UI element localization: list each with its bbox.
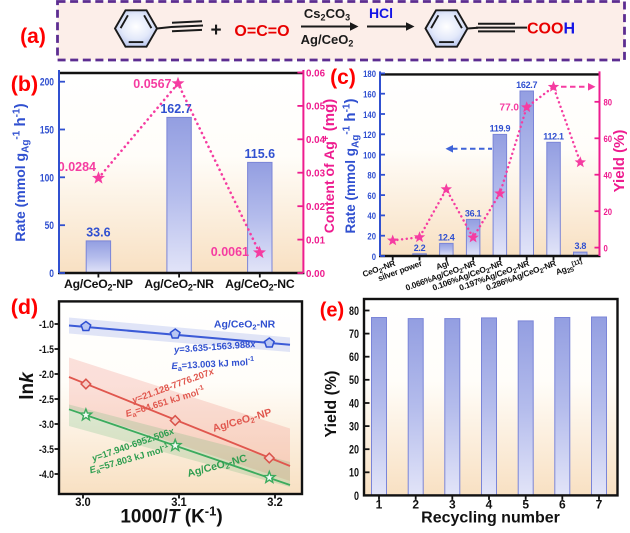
svg-text:3: 3: [449, 498, 456, 512]
svg-text:20: 20: [604, 207, 613, 218]
svg-text:0.01: 0.01: [306, 235, 325, 246]
svg-text:20: 20: [349, 445, 359, 457]
svg-text:0.00: 0.00: [306, 269, 325, 280]
svg-text:Ea=13.003 kJ mol-1: Ea=13.003 kJ mol-1: [171, 356, 255, 374]
svg-text:AgI: AgI: [435, 258, 450, 272]
svg-text:100: 100: [363, 150, 376, 161]
svg-text:140: 140: [363, 110, 376, 121]
svg-text:-3.0: -3.0: [39, 419, 54, 431]
svg-text:180: 180: [363, 69, 376, 80]
svg-text:-2.5: -2.5: [39, 394, 54, 406]
svg-text:80: 80: [349, 306, 359, 318]
svg-text:(a): (a): [20, 25, 46, 48]
svg-text:lnk: lnk: [17, 371, 38, 400]
svg-text:200: 200: [40, 77, 54, 89]
svg-text:6: 6: [559, 498, 566, 512]
svg-text:-1.0: -1.0: [39, 319, 54, 331]
svg-text:+: +: [210, 20, 221, 41]
svg-text:COOH: COOH: [527, 21, 575, 38]
svg-text:(c): (c): [330, 66, 356, 89]
svg-text:(e): (e): [320, 300, 344, 322]
svg-text:162.7: 162.7: [160, 102, 191, 116]
svg-text:(d): (d): [11, 295, 38, 319]
svg-text:0: 0: [354, 491, 359, 503]
svg-text:0.02: 0.02: [306, 202, 325, 213]
svg-text:0.06: 0.06: [306, 68, 325, 79]
svg-text:40: 40: [367, 211, 376, 222]
svg-text:0.03: 0.03: [306, 169, 325, 180]
svg-text:3.2: 3.2: [267, 495, 283, 509]
svg-text:3.8: 3.8: [574, 241, 586, 251]
svg-text:Cs2CO3: Cs2CO3: [304, 6, 350, 23]
svg-text:119.9: 119.9: [490, 123, 511, 133]
svg-text:Content of Ag+ (mg): Content of Ag+ (mg): [321, 99, 338, 234]
svg-text:Yield (%): Yield (%): [323, 371, 340, 438]
svg-text:60: 60: [349, 352, 359, 364]
svg-text:2: 2: [412, 498, 419, 512]
svg-text:12.4: 12.4: [438, 232, 455, 242]
svg-text:-4.0: -4.0: [39, 469, 54, 481]
svg-text:0.04: 0.04: [306, 135, 325, 146]
svg-text:Ag/CeO2: Ag/CeO2: [301, 32, 354, 49]
svg-text:3.1: 3.1: [171, 495, 187, 509]
svg-text:80: 80: [367, 171, 376, 182]
svg-text:2.2: 2.2: [414, 243, 426, 253]
svg-text:160: 160: [363, 90, 376, 101]
svg-text:0.05: 0.05: [306, 102, 325, 113]
svg-text:3.0: 3.0: [75, 495, 91, 509]
svg-text:10: 10: [349, 468, 359, 480]
svg-text:162.7: 162.7: [516, 80, 537, 90]
svg-text:50: 50: [45, 220, 54, 232]
svg-text:1: 1: [376, 498, 383, 512]
svg-text:Ag/CeO2-NP: Ag/CeO2-NP: [64, 277, 133, 293]
svg-text:(b): (b): [11, 72, 38, 96]
svg-text:77.0: 77.0: [500, 103, 520, 114]
svg-text:-2.0: -2.0: [39, 369, 54, 381]
svg-text:-3.5: -3.5: [39, 444, 54, 456]
svg-text:0: 0: [604, 243, 608, 254]
svg-text:4: 4: [486, 498, 493, 512]
svg-text:70: 70: [349, 329, 359, 341]
svg-text:50: 50: [349, 375, 359, 387]
svg-text:0: 0: [372, 252, 376, 263]
svg-text:150: 150: [40, 125, 54, 137]
svg-text:33.6: 33.6: [86, 225, 110, 239]
svg-text:0.0284: 0.0284: [58, 160, 96, 174]
svg-text:40: 40: [349, 398, 359, 410]
svg-text:Ag/CeO2-NR: Ag/CeO2-NR: [214, 319, 276, 332]
svg-text:0: 0: [49, 268, 54, 280]
svg-text:30: 30: [349, 422, 359, 434]
svg-text:Yield (%): Yield (%): [611, 130, 628, 193]
svg-text:Ag/CeO2-NC: Ag/CeO2-NC: [225, 277, 295, 293]
svg-text:5: 5: [522, 498, 529, 512]
svg-text:36.1: 36.1: [465, 208, 482, 218]
svg-text:100: 100: [40, 172, 54, 184]
svg-text:60: 60: [367, 191, 376, 202]
svg-text:7: 7: [596, 498, 603, 512]
svg-text:20: 20: [367, 232, 376, 243]
svg-text:40: 40: [604, 171, 613, 182]
svg-text:O=C=O: O=C=O: [234, 23, 289, 40]
svg-text:Recycling number: Recycling number: [421, 510, 560, 527]
svg-text:80: 80: [604, 98, 613, 109]
svg-text:0.0061: 0.0061: [211, 245, 249, 259]
svg-text:120: 120: [363, 130, 376, 141]
svg-text:60: 60: [604, 134, 613, 145]
svg-text:-1.5: -1.5: [39, 344, 54, 356]
svg-text:Ag/CeO2-NR: Ag/CeO2-NR: [144, 277, 214, 293]
svg-text:0.0567: 0.0567: [133, 77, 171, 91]
svg-text:112.1: 112.1: [543, 131, 564, 141]
svg-text:115.6: 115.6: [245, 147, 276, 161]
svg-text:HCl: HCl: [369, 5, 393, 21]
